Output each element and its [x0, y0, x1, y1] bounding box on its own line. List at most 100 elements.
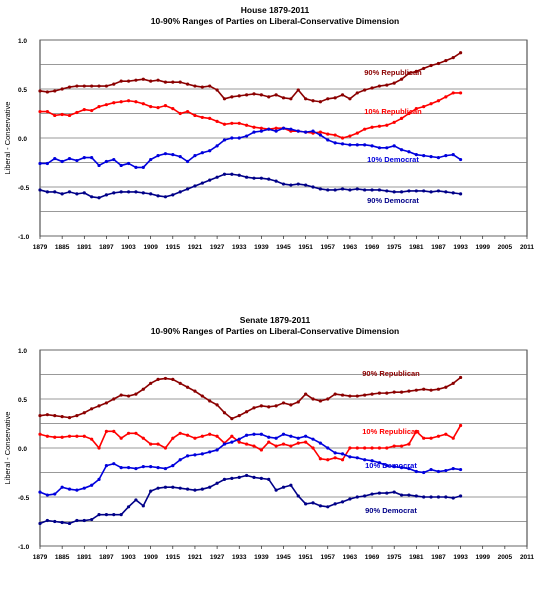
senate-series-90pct-democrat-label: 90% Democrat [365, 506, 417, 515]
senate-series-10pct-republican-point [252, 444, 256, 448]
senate-series-90pct-democrat-point [104, 513, 109, 517]
senate-series-10pct-republican-point [304, 440, 308, 444]
senate-y-axis-label: Liberal - Conservative [3, 412, 12, 485]
house-series-90pct-democrat-point [200, 181, 204, 185]
house-series-90pct-republican-point [90, 84, 94, 88]
senate-series-90pct-democrat-point [407, 493, 411, 497]
senate-series-10pct-democrat-point [348, 455, 352, 459]
senate-x-tick-label: 1927 [210, 554, 225, 561]
senate-series-90pct-democrat-point [208, 485, 212, 489]
senate-series-10pct-republican-point [171, 436, 175, 440]
senate-series-90pct-republican-point [407, 389, 411, 393]
senate-series-90pct-democrat-point [422, 495, 426, 499]
senate-series-10pct-democrat-point [267, 435, 271, 439]
senate-series-10pct-republican-point [53, 435, 57, 439]
senate-series-10pct-democrat-point [45, 493, 49, 497]
senate-series-90pct-republican-point [141, 387, 145, 391]
house-series-90pct-republican-point [385, 83, 389, 87]
senate-x-tick-label: 1981 [409, 554, 424, 561]
senate-series-10pct-democrat-point [296, 436, 300, 440]
senate-series-10pct-democrat-point [90, 483, 94, 487]
house-series-10pct-democrat-point [377, 146, 382, 150]
house-series-10pct-republican-point [75, 110, 79, 115]
senate-series-10pct-democrat-point [363, 458, 367, 462]
senate-series-90pct-republican-point [326, 397, 330, 401]
house-series-10pct-republican-point [208, 116, 212, 120]
senate-series-10pct-republican-point [126, 431, 131, 435]
senate-series-10pct-republican-point [318, 457, 322, 461]
house-series-90pct-democrat-point [38, 188, 42, 192]
senate-series-90pct-democrat-point [126, 505, 131, 509]
house-series-90pct-republican-point [60, 87, 64, 91]
house-series-90pct-democrat-point [259, 176, 263, 180]
senate-series-90pct-democrat-point [348, 497, 352, 501]
senate-series-90pct-democrat-point [82, 518, 86, 523]
senate-series-10pct-republican-point [326, 458, 330, 462]
house-series-10pct-democrat-point [444, 154, 448, 158]
senate-series-90pct-republican-point [304, 392, 308, 396]
house-x-tick-label: 1915 [166, 244, 181, 251]
house-series-90pct-democrat-point [444, 190, 448, 194]
senate-series-90pct-republican-point [75, 414, 79, 418]
house-series-90pct-republican-point [230, 95, 234, 99]
senate-series-10pct-democrat-point [171, 464, 175, 468]
house-series-10pct-republican-point [348, 134, 352, 138]
senate-series-10pct-democrat-point [355, 456, 359, 460]
senate-series-90pct-republican-point [60, 415, 64, 419]
house-series-10pct-republican-point [119, 100, 123, 104]
house-x-tick-label: 1939 [254, 244, 269, 251]
house-series-90pct-democrat-point [296, 182, 300, 186]
house-series-10pct-republican-point [163, 104, 168, 108]
senate-y-tick-label: 1.0 [18, 348, 27, 355]
senate-series-90pct-republican-point [296, 400, 300, 404]
house-x-tick-label: 1921 [188, 244, 203, 251]
senate-series-10pct-republican-point [311, 446, 315, 450]
house-series-90pct-republican-point [82, 84, 86, 88]
house-series-90pct-democrat-point [45, 190, 49, 194]
house-chart-title: House 1879-2011 [240, 5, 310, 15]
house-series-10pct-democrat-point [252, 130, 256, 134]
senate-series-90pct-democrat-point [355, 495, 359, 499]
house-series-10pct-democrat-point [45, 161, 49, 166]
senate-series-10pct-republican-point [392, 444, 396, 448]
house-series-10pct-republican-point [245, 123, 249, 127]
senate-series-10pct-democrat-point [422, 470, 426, 475]
house-series-90pct-democrat-point [237, 173, 241, 177]
house-series-90pct-democrat-point [414, 189, 418, 193]
senate-series-10pct-democrat-point [156, 466, 160, 470]
senate-series-10pct-democrat-point [458, 467, 463, 472]
senate-series-90pct-republican-point [230, 417, 234, 421]
house-series-10pct-republican-point [370, 125, 374, 129]
senate-x-tick-label: 2011 [520, 554, 534, 561]
house-series-10pct-democrat-point [119, 163, 123, 168]
senate-series-10pct-republican-point [355, 446, 359, 450]
house-series-10pct-republican-point [451, 91, 455, 95]
house-series-10pct-republican-point [112, 101, 116, 105]
house-x-tick-label: 1933 [232, 244, 247, 251]
senate-series-10pct-republican-point [296, 441, 300, 445]
house-series-90pct-republican-point [75, 84, 79, 88]
senate-series-90pct-republican-point [245, 410, 249, 414]
senate-series-10pct-republican-point [112, 429, 116, 433]
senate-series-10pct-democrat-point [200, 452, 204, 456]
house-series-10pct-republican-point [222, 122, 227, 126]
senate-series-10pct-republican-label: 10% Republican [362, 427, 420, 436]
senate-series-90pct-republican-point [399, 390, 404, 394]
senate-series-90pct-republican-point [97, 404, 101, 408]
senate-series-10pct-republican-point [75, 434, 79, 438]
senate-series-90pct-republican-point [429, 388, 433, 392]
senate-series-90pct-democrat-point [377, 491, 382, 495]
house-y-tick-label: 0.0 [18, 136, 27, 143]
senate-x-tick-label: 1987 [431, 554, 446, 561]
house-series-90pct-democrat-point [281, 182, 286, 186]
house-x-tick-label: 1885 [55, 244, 70, 251]
senate-series-90pct-democrat-point [149, 489, 153, 493]
senate-series-10pct-republican-point [208, 432, 212, 436]
house-series-90pct-republican-point [326, 97, 330, 101]
senate-series-90pct-republican-point [193, 389, 197, 393]
senate-series-10pct-republican-point [259, 448, 263, 452]
house-series-10pct-republican-point [259, 126, 263, 130]
house-series-10pct-republican-point [215, 119, 219, 123]
house-series-90pct-democrat-point [407, 189, 411, 193]
senate-series-90pct-republican-point [45, 413, 49, 417]
